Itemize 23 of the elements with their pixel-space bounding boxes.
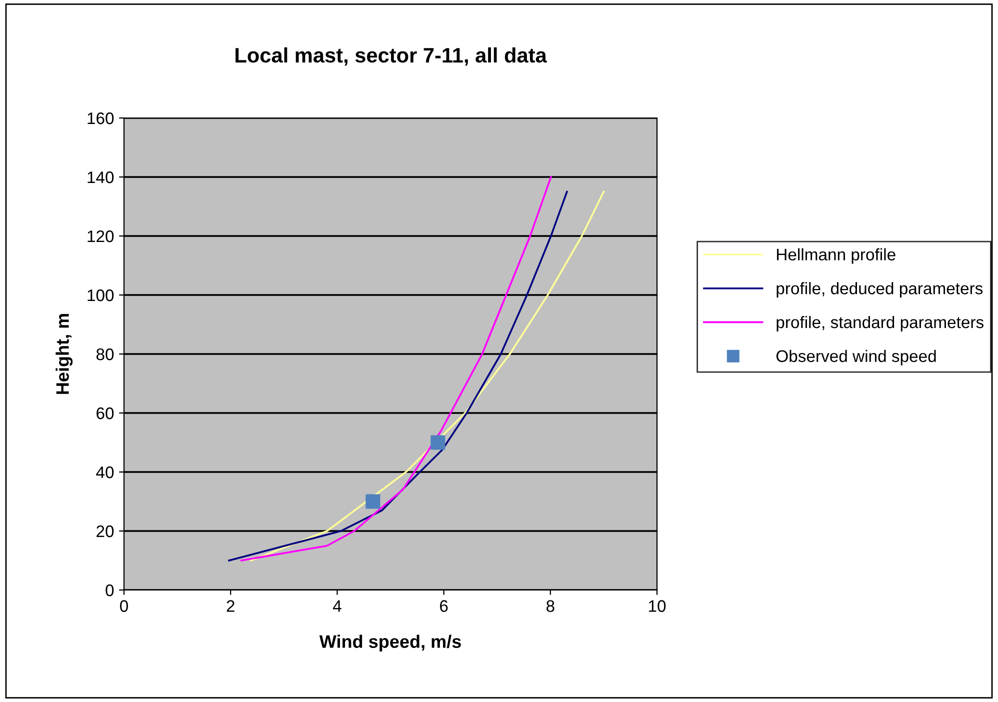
x-tick-label: 10: [649, 600, 666, 612]
y-tick-label: 0: [106, 584, 114, 596]
y-axis-title: Height, m: [56, 314, 73, 394]
chart-title: Local mast, sector 7-11, all data: [236, 47, 547, 66]
x-tick-label: 6: [440, 600, 448, 612]
legend-label: profile, deduced parameters: [776, 282, 983, 298]
x-tick-label: 2: [226, 600, 234, 612]
legend-label: Hellmann profile: [777, 248, 896, 264]
line-series: [250, 190, 605, 562]
y-tick-label: 80: [96, 348, 114, 360]
legend-label: Observed wind speed: [776, 350, 936, 366]
y-tick-label: 100: [88, 289, 114, 302]
y-tick-label: 140: [88, 171, 114, 184]
y-tick-label: 160: [88, 112, 114, 124]
y-tick-label: 20: [96, 525, 114, 538]
y-tick-label: 40: [96, 466, 114, 478]
x-tick-label: 0: [120, 600, 128, 612]
x-tick-label: 4: [332, 600, 342, 612]
x-tick-label: 8: [546, 600, 554, 612]
y-tick-label: 120: [88, 230, 114, 242]
x-axis-title: Wind speed, m/s: [319, 634, 461, 652]
y-tick-label: 60: [96, 407, 114, 420]
legend-label: profile, standard parameters: [776, 316, 984, 332]
